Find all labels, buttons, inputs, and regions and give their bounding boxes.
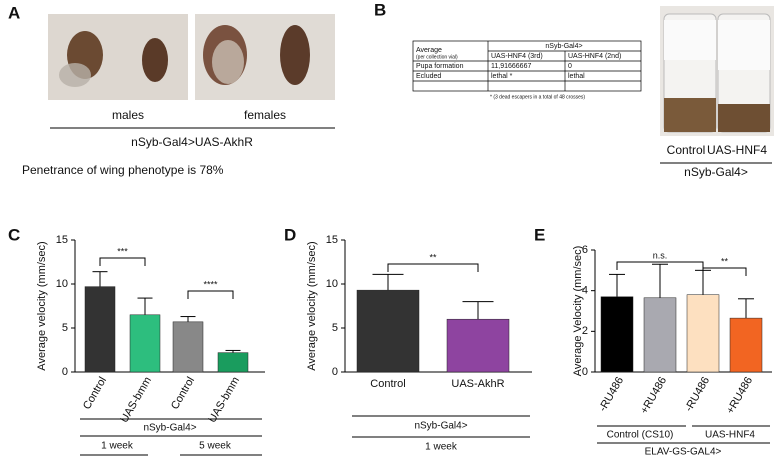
significance-label: ** (721, 256, 729, 266)
bar (686, 294, 720, 373)
bar (217, 352, 249, 373)
x-tick-label: Control (370, 378, 405, 390)
group-label: UAS-HNF4 (705, 430, 755, 441)
vial-photo (660, 6, 774, 136)
table-cell: nSyb-Gal4> (545, 43, 582, 50)
significance-label: ** (429, 252, 437, 262)
table-cell: 11,91666667 (491, 63, 531, 70)
x-tick-label: -RU486 (597, 375, 626, 414)
y-tick-label: 15 (326, 234, 338, 246)
y-axis-label: Average velocity (mm/sec) (36, 241, 48, 370)
x-tick-label: UAS-bmm (118, 375, 154, 425)
x-tick-label: Control (169, 375, 197, 412)
significance-bracket (387, 263, 479, 272)
bar (729, 317, 763, 373)
photo-label: UAS-HNF4 (707, 143, 767, 157)
bar (600, 296, 634, 373)
y-tick-label: 15 (56, 234, 68, 246)
bar (446, 318, 510, 373)
photo-label: males (112, 108, 144, 122)
significance-label: *** (117, 246, 128, 256)
significance-bracket (616, 261, 704, 270)
group-label: nSyb-Gal4> (414, 421, 467, 432)
y-tick-label: 0 (62, 366, 68, 378)
bar (129, 314, 161, 373)
y-tick-label: 4 (582, 285, 588, 297)
note: Penetrance of wing phenotype is 78% (22, 163, 224, 177)
x-tick-label: Control (81, 375, 109, 412)
table (412, 40, 642, 92)
significance-label: n.s. (653, 250, 668, 260)
y-tick-label: 10 (326, 278, 338, 290)
panel-label: A (8, 3, 20, 22)
x-tick-label: UAS-bmm (206, 375, 242, 425)
genotype: nSyb-Gal4> (684, 165, 748, 179)
fly-photo (48, 14, 188, 100)
table-cell: lethal (568, 73, 585, 80)
photo-label: Control (667, 143, 706, 157)
group-label: 1 week (425, 442, 458, 453)
y-axis-label: Average Velocity (mm/sec) (572, 246, 584, 377)
bar (356, 289, 420, 373)
x-tick-label: UAS-AkhR (451, 378, 504, 390)
group-label: nSyb-Gal4> (143, 423, 196, 434)
fly-photo (195, 14, 335, 100)
y-tick-label: 0 (582, 366, 588, 378)
significance-bracket (187, 290, 234, 299)
bar (84, 286, 116, 373)
photo-label: females (244, 108, 286, 122)
significance-label: **** (203, 279, 218, 289)
y-axis-label: Average velocity (mm/sec) (306, 241, 318, 370)
table-cell: Ecluded (416, 73, 441, 80)
table-cell: Average (416, 47, 442, 54)
y-tick-label: 10 (56, 278, 68, 290)
table-cell: (per collection vial) (416, 54, 458, 60)
genotype: nSyb-Gal4>UAS-AkhR (131, 135, 253, 149)
table-cell: 0 (568, 63, 572, 70)
x-tick-label: +RU486 (638, 375, 669, 416)
group-label: Control (CS10) (607, 430, 674, 441)
panel-label: B (374, 0, 386, 19)
table-cell: Pupa formation (416, 63, 464, 70)
y-tick-label: 5 (332, 322, 338, 334)
group-label: 5 week (199, 441, 232, 452)
table-cell: UAS-HNF4 (3rd) (491, 53, 543, 60)
panel-label: E (534, 225, 545, 244)
x-tick-label: +RU486 (724, 375, 755, 416)
table-cell: lethal * (491, 73, 513, 80)
y-tick-label: 5 (62, 322, 68, 334)
significance-bracket (702, 267, 747, 276)
group-label: 1 week (101, 441, 134, 452)
panel-label: D (284, 225, 296, 244)
y-tick-label: 2 (582, 325, 588, 337)
bar (643, 297, 677, 373)
y-tick-label: 0 (332, 366, 338, 378)
significance-bracket (99, 257, 146, 266)
panel-label: C (8, 225, 20, 244)
x-tick-label: -RU486 (683, 375, 712, 414)
table-cell: UAS-HNF4 (2nd) (568, 53, 621, 60)
footnote: * (3 dead escapers in a total of 48 cros… (490, 94, 585, 100)
bar (172, 321, 204, 373)
group-label: ELAV-GS-GAL4> (645, 447, 722, 458)
y-tick-label: 6 (582, 244, 588, 256)
